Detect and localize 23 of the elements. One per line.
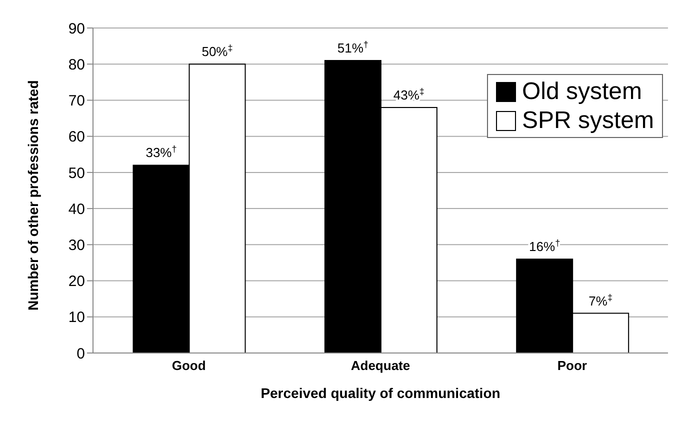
y-tick-label: 90 — [68, 20, 85, 38]
legend-label: SPR system — [522, 106, 654, 135]
x-tick-label: Adequate — [350, 358, 410, 374]
annotation: 33%$^{†}$ — [146, 144, 177, 160]
y-tick-label: 30 — [68, 236, 85, 254]
annotation: 7%$^{‡}$ — [588, 292, 612, 308]
annotation: 43%$^{‡}$ — [393, 86, 424, 102]
y-tick-label: 10 — [68, 309, 85, 326]
y-tick-label: 50 — [68, 164, 85, 182]
y-axis-title: Number of other professions rated — [24, 80, 41, 310]
legend-label: Old system — [522, 77, 642, 106]
x-tick-label: Poor — [557, 358, 587, 374]
y-tick-label: 60 — [68, 128, 85, 146]
y-tick-label: 20 — [68, 273, 85, 290]
annotation: 16%$^{†}$ — [529, 238, 560, 254]
annotation: 51%$^{†}$ — [337, 40, 368, 56]
y-tick-label: 0 — [76, 345, 85, 362]
y-tick-label: 40 — [68, 200, 85, 218]
y-tick-label: 70 — [68, 92, 85, 110]
x-axis-title: Perceived quality of communication — [260, 385, 500, 401]
annotation: 50%$^{‡}$ — [202, 43, 233, 60]
x-tick-label: Good — [172, 358, 206, 374]
y-tick-label: 80 — [68, 56, 85, 74]
